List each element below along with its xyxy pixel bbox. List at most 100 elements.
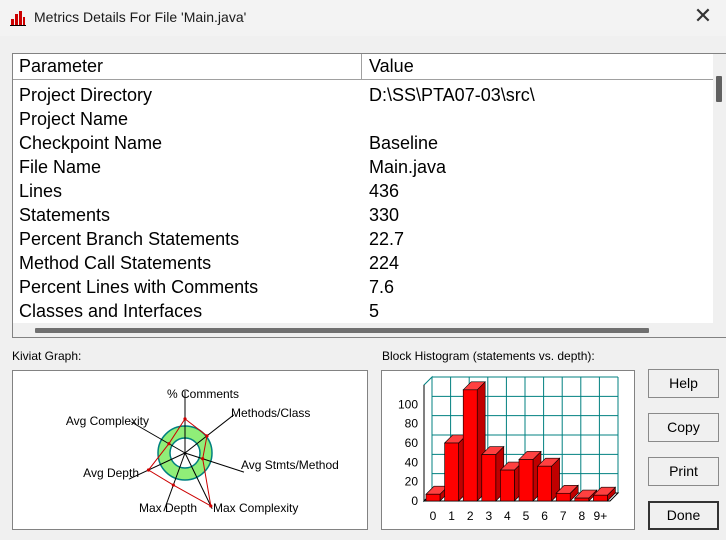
kiviat-polygon [147, 418, 212, 507]
kiviat-graph: % Comments Methods/Class Avg Stmts/Method M… [66, 387, 339, 515]
value-cell: Main.java [369, 157, 447, 177]
kiviat-point [201, 457, 205, 461]
kiviat-axis-label: Max Depth [139, 501, 197, 515]
kiviat-spoke [163, 452, 186, 512]
parameter-cell: Project Directory [19, 85, 153, 105]
horizontal-scrollbar[interactable] [13, 323, 713, 337]
bar [518, 459, 534, 502]
bar [574, 497, 590, 502]
bar [555, 492, 571, 502]
horizontal-scroll-thumb[interactable] [35, 328, 649, 333]
bar [537, 465, 552, 502]
y-tick-label: 100 [398, 397, 418, 411]
table-row[interactable]: Method Call Statements 224 [13, 252, 713, 276]
vertical-scroll-thumb[interactable] [716, 76, 722, 102]
value-cell: 330 [369, 205, 400, 225]
kiviat-spoke [184, 452, 213, 509]
table-row[interactable]: Percent Branch Statements 22.7 [13, 228, 713, 252]
bar [444, 442, 459, 502]
kiviat-axis-label: Max Complexity [213, 501, 298, 515]
metrics-table[interactable]: Parameter Value Project Directory D:\SS\P… [12, 53, 726, 338]
y-tick-label: 20 [405, 475, 419, 489]
table-row[interactable]: Project Directory D:\SS\PTA07-03\src\ [13, 84, 713, 108]
parameter-cell: File Name [19, 157, 102, 177]
column-header-value[interactable]: Value [369, 56, 414, 76]
bar [593, 494, 608, 502]
parameter-cell: Project Name [19, 109, 129, 129]
y-tick-label: 40 [405, 455, 419, 469]
x-tick-label: 8 [578, 509, 585, 523]
kiviat-graph-panel: % Comments Methods/Class Avg Stmts/Method M… [12, 370, 368, 530]
kiviat-point [167, 442, 171, 446]
table-header: Parameter Value [13, 54, 713, 80]
table-row[interactable]: Percent Lines with Comments 7.6 [13, 276, 713, 300]
kiviat-axis-label: % Comments [167, 387, 239, 401]
table-row[interactable]: Checkpoint Name Baseline [13, 132, 713, 156]
x-tick-label: 9+ [594, 509, 608, 523]
value-cell: Baseline [369, 133, 439, 153]
x-tick-label: 3 [485, 509, 492, 523]
title-bar: Metrics Details For File 'Main.java' ✕ [0, 0, 726, 36]
x-tick-label: 5 [523, 509, 530, 523]
histogram-label: Block Histogram (statements vs. depth): [382, 349, 595, 363]
kiviat-point [171, 483, 175, 487]
kiviat-axis-label: Avg Complexity [66, 414, 149, 428]
y-tick-label: 80 [405, 417, 419, 431]
help-button[interactable]: Help [648, 369, 719, 398]
histogram-panel: 0 20 40 60 80 100 0 1 2 3 4 5 6 7 8 9+ [381, 370, 635, 530]
parameter-cell: Checkpoint Name [19, 133, 163, 153]
table-row[interactable]: Classes and Interfaces 5 [13, 300, 713, 324]
bar [481, 454, 497, 502]
parameter-cell: Percent Lines with Comments [19, 277, 259, 297]
bar [500, 469, 515, 502]
kiviat-spoke [184, 452, 245, 473]
kiviat-graph-label: Kiviat Graph: [12, 349, 82, 363]
kiviat-axis-label: Methods/Class [231, 406, 310, 420]
bar [462, 389, 478, 502]
x-tick-label: 2 [467, 509, 474, 523]
parameter-cell: Classes and Interfaces [19, 301, 203, 321]
kiviat-point [209, 504, 213, 508]
value-cell: 5 [369, 301, 380, 321]
value-cell: 22.7 [369, 229, 405, 249]
close-icon[interactable]: ✕ [693, 3, 713, 28]
value-cell: 7.6 [369, 277, 395, 297]
bar [425, 493, 441, 502]
y-tick-label: 0 [411, 494, 418, 508]
table-row[interactable]: Statements 330 [13, 204, 713, 228]
done-button[interactable]: Done [648, 501, 719, 530]
parameter-cell: Percent Branch Statements [19, 229, 240, 249]
table-row[interactable]: Project Name [13, 108, 713, 132]
parameter-cell: Statements [19, 205, 111, 225]
copy-button[interactable]: Copy [648, 413, 719, 442]
left-wall [423, 375, 433, 503]
x-tick-label: 4 [504, 509, 511, 523]
print-button[interactable]: Print [648, 457, 719, 486]
kiviat-point [205, 434, 209, 438]
parameter-cell: Lines [19, 181, 63, 201]
x-tick-label: 6 [541, 509, 548, 523]
kiviat-point [146, 468, 151, 472]
x-tick-label: 1 [448, 509, 455, 523]
value-cell: 436 [369, 181, 400, 201]
value-cell: D:\SS\PTA07-03\src\ [369, 85, 535, 105]
kiviat-spoke [131, 421, 186, 454]
value-cell: 224 [369, 253, 400, 273]
table-row[interactable]: File Name Main.java [13, 156, 713, 180]
column-header-parameter[interactable]: Parameter [19, 56, 104, 76]
y-tick-label: 60 [405, 436, 419, 450]
kiviat-spoke [128, 452, 186, 480]
x-tick-label: 0 [430, 509, 437, 523]
window-title: Metrics Details For File 'Main.java' [34, 9, 247, 25]
kiviat-axis-label: Avg Stmts/Method [241, 458, 339, 472]
parameter-cell: Method Call Statements [19, 253, 212, 273]
x-tick-label: 7 [560, 509, 567, 523]
table-row[interactable]: Lines 436 [13, 180, 713, 204]
app-icon [10, 11, 26, 26]
vertical-scrollbar[interactable] [713, 54, 726, 337]
column-divider[interactable] [361, 54, 362, 79]
kiviat-spoke [184, 414, 235, 454]
kiviat-point [183, 417, 187, 421]
kiviat-axis-label: Avg Depth [83, 466, 139, 480]
